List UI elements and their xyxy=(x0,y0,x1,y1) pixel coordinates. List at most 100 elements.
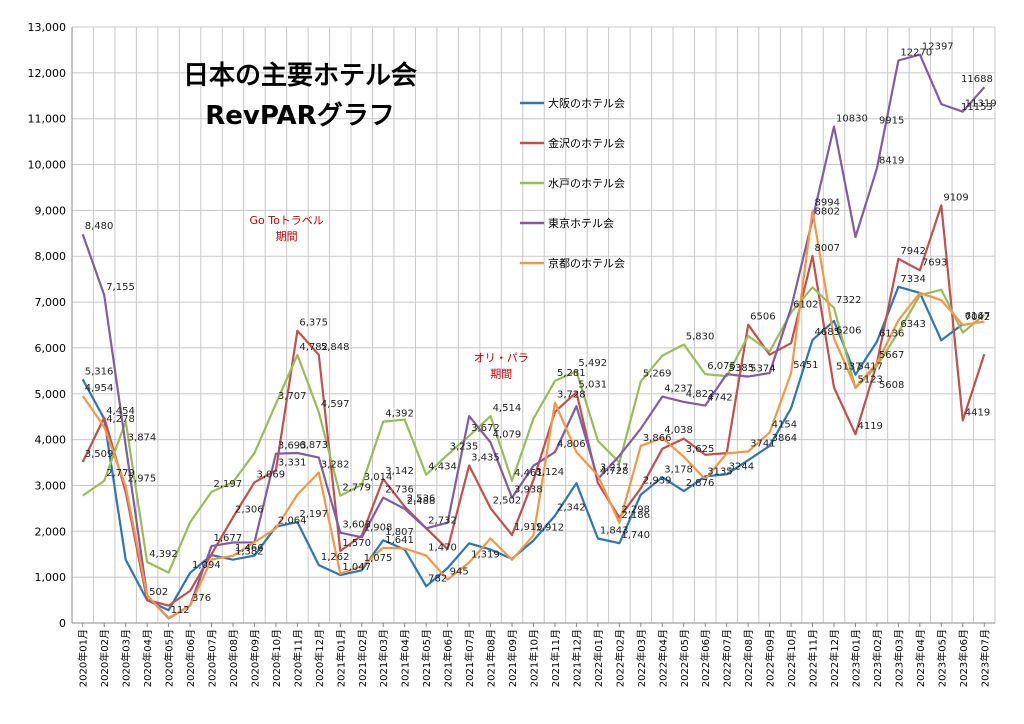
data-label: 8007 xyxy=(815,243,840,254)
y-tick-label: 0 xyxy=(59,617,66,630)
x-tick-label: 2021年06月 xyxy=(442,629,455,687)
x-tick-label: 2022年04月 xyxy=(656,629,669,687)
data-label: 4,237 xyxy=(664,384,693,395)
data-label: 1,094 xyxy=(192,560,221,571)
x-tick-label: 2020年05月 xyxy=(163,629,176,687)
x-tick-label: 2022年08月 xyxy=(742,629,755,687)
x-tick-label: 2021年04月 xyxy=(399,629,412,687)
y-tick-label: 2,000 xyxy=(35,525,67,538)
x-tick-label: 2023年07月 xyxy=(978,629,991,687)
data-label: 10830 xyxy=(836,113,868,124)
y-tick-label: 4,000 xyxy=(35,434,67,447)
x-tick-label: 2020年12月 xyxy=(313,629,326,687)
data-label: 3,217 xyxy=(600,463,629,474)
legend-label: 水戸のホテル会 xyxy=(548,177,625,190)
data-label: 8,480 xyxy=(85,221,114,232)
x-tick-label: 2022年03月 xyxy=(635,629,648,687)
series-line-4 xyxy=(81,209,985,620)
data-label: 3,603 xyxy=(342,520,371,531)
data-label: 8994 xyxy=(815,198,840,209)
y-tick-label: 7,000 xyxy=(35,296,67,309)
data-label: 502 xyxy=(149,587,168,598)
data-label: 3135 xyxy=(707,466,732,477)
data-label: 4,392 xyxy=(149,549,178,560)
data-label: 5667 xyxy=(879,350,904,361)
data-label: 3741 xyxy=(750,438,775,449)
data-label: 1,382 xyxy=(235,547,264,558)
y-tick-label: 5,000 xyxy=(35,388,67,401)
data-label: 3,282 xyxy=(321,460,350,471)
data-label: 1,919 xyxy=(514,522,543,533)
x-tick-label: 2020年02月 xyxy=(98,629,111,687)
x-tick-label: 2023年02月 xyxy=(871,629,884,687)
y-axis-ticks: 0 1,000 2,000 3,000 4,000 5,000 6,000 7,000 8,00… xyxy=(28,21,67,630)
data-label: 2,298 xyxy=(621,505,650,516)
legend-label: 東京ホテル会 xyxy=(548,216,614,230)
data-label: 5,281 xyxy=(557,368,586,379)
data-label: 2,975 xyxy=(128,474,157,485)
data-label: 2,306 xyxy=(235,504,264,515)
data-label: 1,740 xyxy=(621,530,650,541)
y-tick-label: 10,000 xyxy=(28,159,67,172)
y-tick-label: 9,000 xyxy=(35,204,67,217)
data-label: 376 xyxy=(192,593,211,604)
data-label: 112 xyxy=(171,605,190,616)
data-label: 5,492 xyxy=(578,358,607,369)
data-label: 4,822 xyxy=(686,389,715,400)
data-label: 945 xyxy=(450,567,469,578)
x-tick-label: 2022年01月 xyxy=(592,629,605,687)
data-label: 7693 xyxy=(922,257,947,268)
x-tick-label: 2020年04月 xyxy=(141,629,154,687)
y-tick-label: 13,000 xyxy=(28,21,67,34)
data-label: 6167 xyxy=(965,311,990,322)
data-label: 12397 xyxy=(922,42,954,53)
y-tick-label: 3,000 xyxy=(35,479,67,492)
x-tick-label: 2022年11月 xyxy=(807,629,820,687)
data-label: 4419 xyxy=(965,407,990,418)
data-label: 2,488 xyxy=(407,496,436,507)
data-label: 3,069 xyxy=(256,469,285,480)
data-label: 3,866 xyxy=(643,433,672,444)
x-tick-label: 2020年03月 xyxy=(120,629,133,687)
data-label: 3,728 xyxy=(557,390,586,401)
data-label: 4,038 xyxy=(664,425,693,436)
data-label: 3,435 xyxy=(471,453,500,464)
data-label: 3,625 xyxy=(686,444,715,455)
chart-title-line2: RevPARグラフ xyxy=(205,101,394,131)
data-label: 4,079 xyxy=(493,429,522,440)
data-label: 3244 xyxy=(729,461,754,472)
data-label: 3,014 xyxy=(364,472,393,483)
x-tick-label: 2020年07月 xyxy=(206,629,219,687)
data-label: 5,848 xyxy=(321,342,350,353)
x-tick-label: 2020年08月 xyxy=(227,629,240,687)
data-label: 6136 xyxy=(879,329,904,340)
y-tick-label: 11,000 xyxy=(28,113,67,126)
data-label: 5608 xyxy=(879,380,904,391)
data-label: 4685 xyxy=(815,327,840,338)
y-tick-label: 1,000 xyxy=(35,571,67,584)
data-label: 1,466 xyxy=(235,543,264,554)
data-label: 3,235 xyxy=(450,442,479,453)
series-line-2 xyxy=(82,286,986,574)
data-label: 5451 xyxy=(793,360,818,371)
x-tick-label: 2021年12月 xyxy=(570,629,583,687)
data-label: 1,470 xyxy=(428,543,457,554)
data-label: 3,707 xyxy=(278,391,307,402)
x-tick-label: 2023年03月 xyxy=(892,629,905,687)
data-label: 4,392 xyxy=(385,409,414,420)
data-label: 3,331 xyxy=(278,457,307,468)
data-label: 3,938 xyxy=(514,485,543,496)
data-label: 9915 xyxy=(879,115,904,126)
x-tick-label: 2022年05月 xyxy=(678,629,691,687)
data-label: 2,736 xyxy=(385,485,414,496)
x-tick-label: 2020年06月 xyxy=(184,629,197,687)
data-label: 1,075 xyxy=(364,553,393,564)
data-label: 1,319 xyxy=(471,550,500,561)
x-tick-label: 2021年07月 xyxy=(463,629,476,687)
data-label: 4,782 xyxy=(299,342,328,353)
x-tick-label: 2023年04月 xyxy=(914,629,927,687)
x-tick-label: 2020年10月 xyxy=(270,629,283,687)
data-label: 1,843 xyxy=(600,526,629,537)
data-label: 5,316 xyxy=(85,366,114,377)
